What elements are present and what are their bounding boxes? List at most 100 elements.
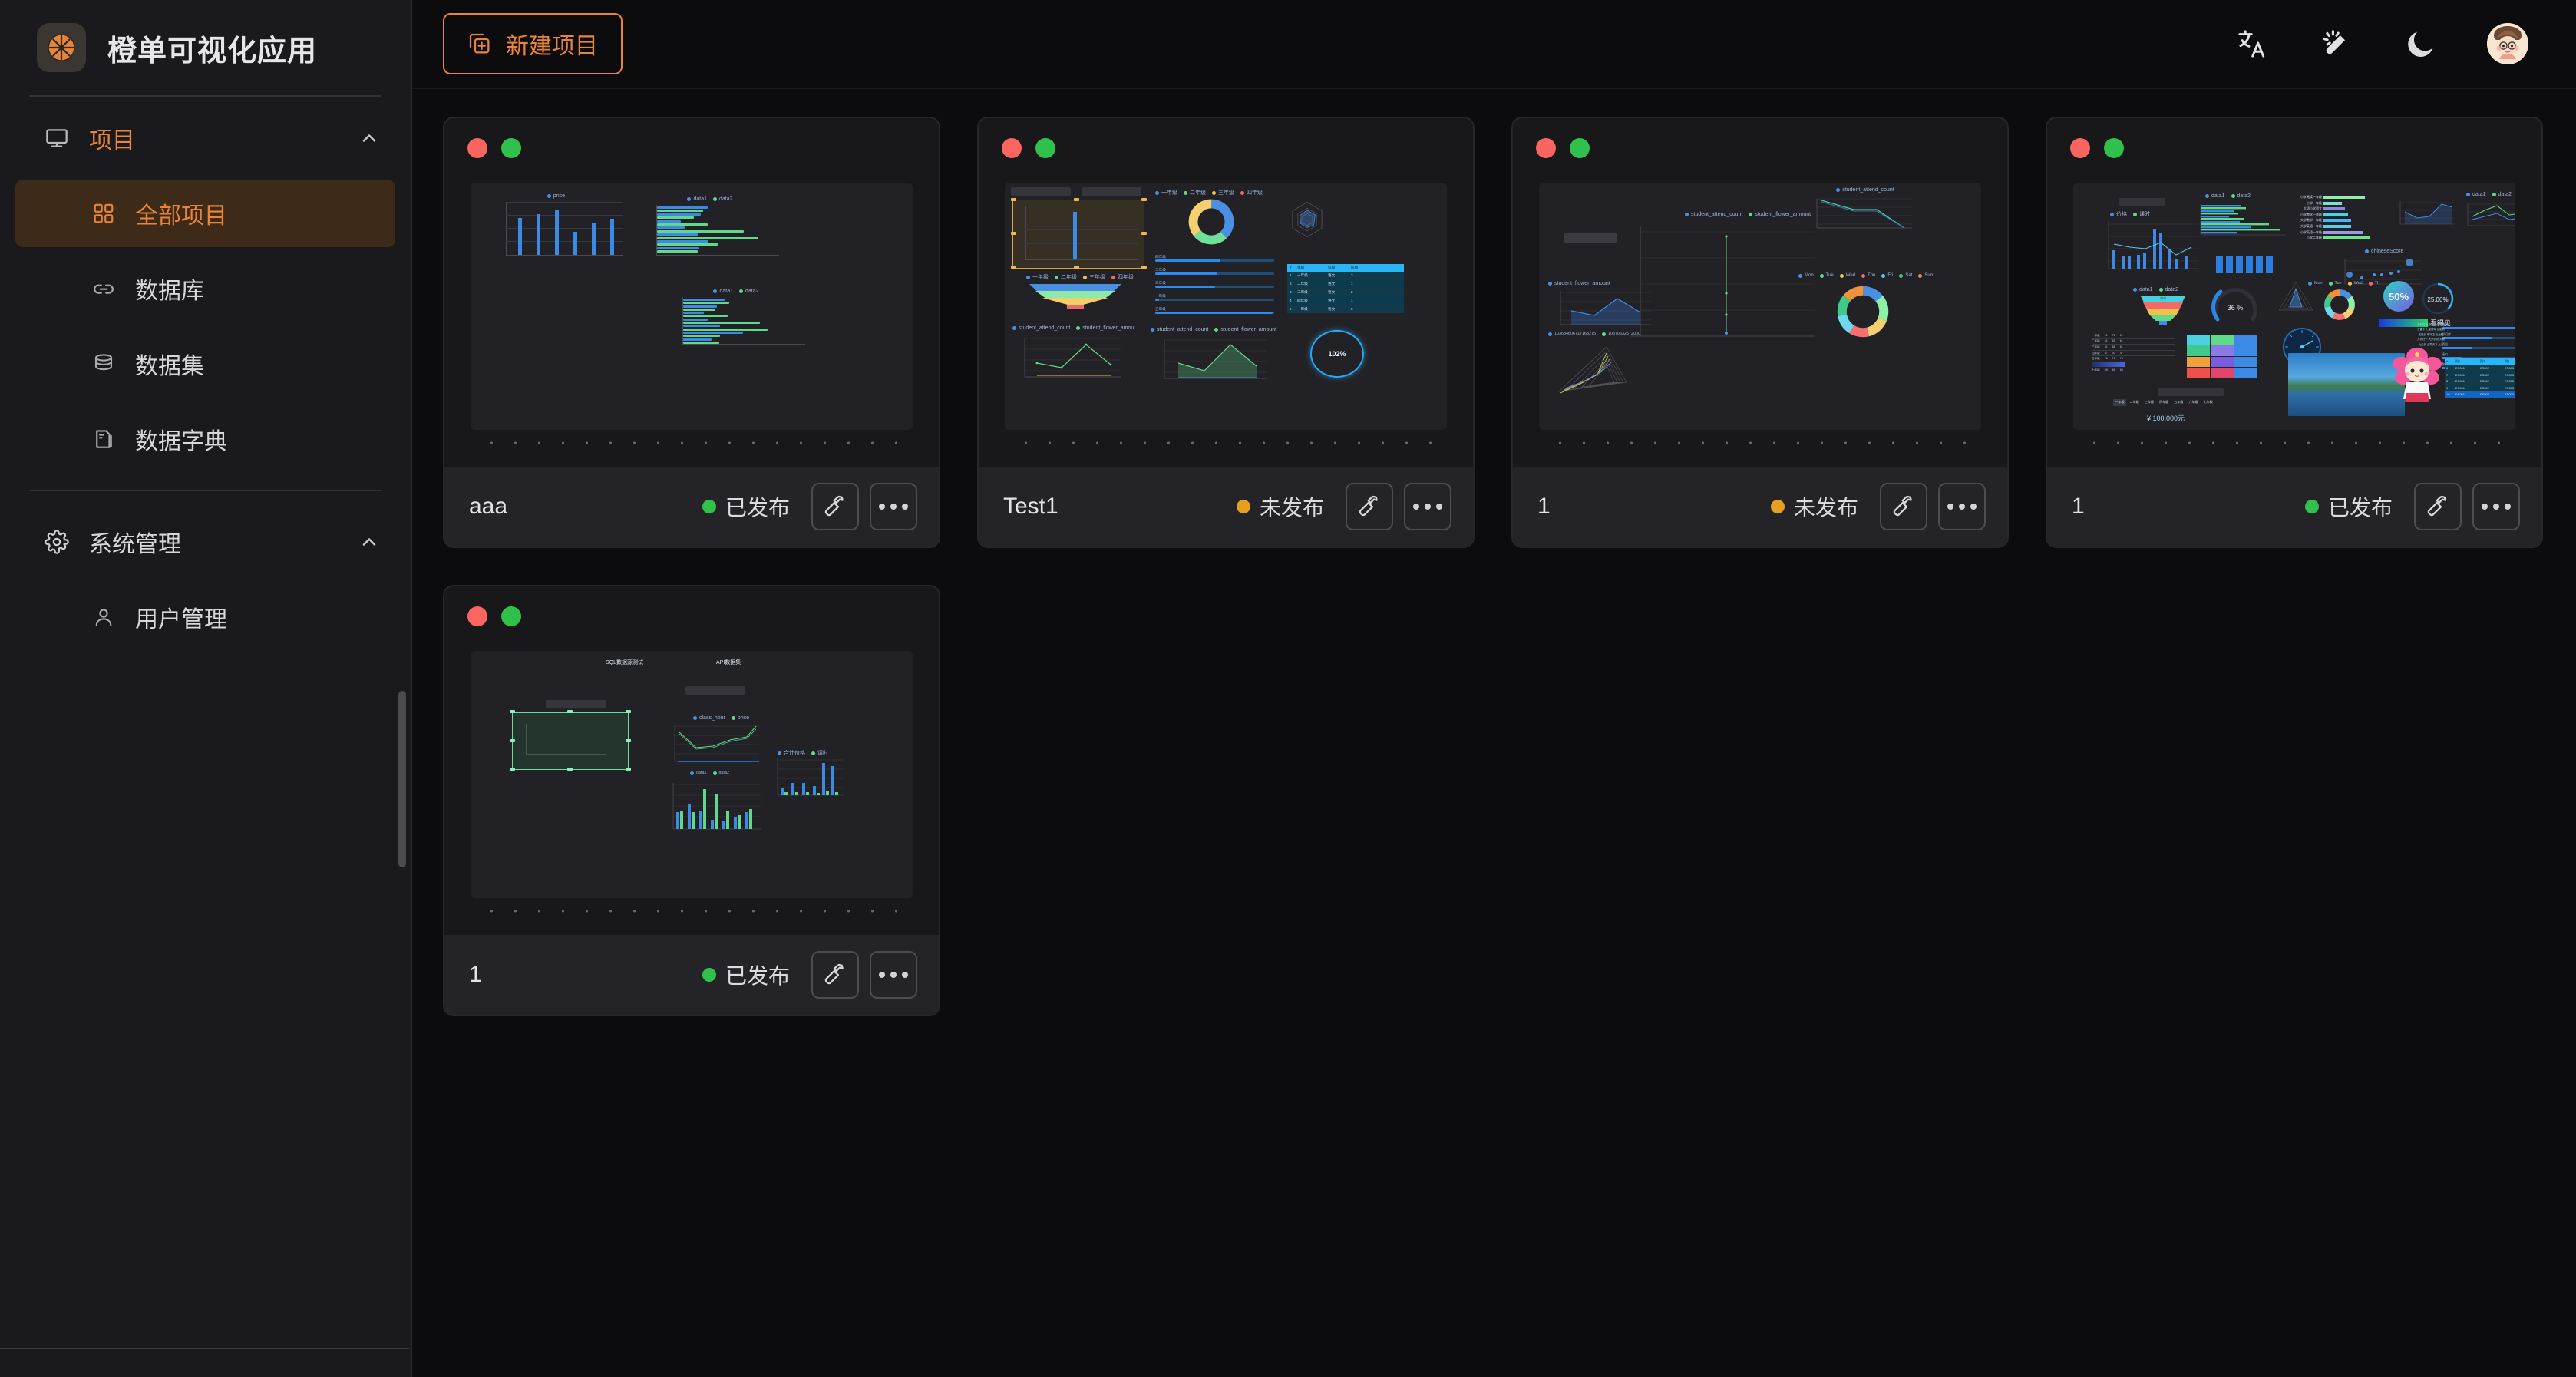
status-badge: 已发布 [702, 491, 790, 522]
svg-text:25.00%: 25.00% [2427, 296, 2448, 303]
sidebar-group-projects[interactable]: 项目 [0, 104, 411, 172]
status-label: 已发布 [725, 964, 790, 988]
database-icon [92, 352, 115, 375]
more-options-icon [1947, 504, 1977, 510]
maximize-dot-icon [501, 138, 521, 158]
svg-text:36 %: 36 % [2228, 304, 2244, 312]
project-card[interactable]: 一年级 二年级 三年级 四年级 一年级 二年级 三年级 四年级 [977, 117, 1475, 548]
new-project-label: 新建项目 [506, 34, 598, 59]
thumbnail-canvas: price [471, 183, 913, 430]
sidebar-group-label: 系统管理 [89, 532, 181, 557]
window-dots [2070, 138, 2518, 158]
sidebar-group-system[interactable]: 系统管理 [0, 508, 411, 576]
avatar[interactable] [2487, 23, 2528, 64]
more-options-icon [879, 972, 908, 978]
close-dot-icon [2070, 138, 2090, 158]
card-footer: 1 已发布 [2047, 467, 2541, 547]
more-options-button[interactable] [1938, 483, 1986, 530]
sidebar-item-database[interactable]: 数据库 [15, 255, 395, 322]
status-label: 未发布 [1793, 496, 1858, 520]
more-options-button[interactable] [870, 483, 917, 530]
window-dots [1536, 138, 1984, 158]
orange-slice-icon [37, 23, 86, 72]
maximize-dot-icon [1570, 138, 1590, 158]
card-preview[interactable]: SQL数据源测试 API数据集 [444, 586, 939, 935]
more-options-button[interactable] [870, 951, 917, 999]
card-preview[interactable]: price [444, 118, 939, 467]
project-name: 1 [1537, 494, 1551, 519]
brand: 橙单可视化应用 [0, 0, 411, 95]
project-card[interactable]: 价格 课时 [2046, 117, 2543, 548]
sidebar-item-all-projects[interactable]: 全部项目 [15, 180, 395, 247]
sidebar-item-label: 用户管理 [135, 607, 227, 632]
translate-icon[interactable] [2234, 25, 2271, 62]
thumbnail-dot-row [1539, 438, 1981, 448]
thumbnail-dot-row [1005, 438, 1447, 448]
chevron-up-icon[interactable] [358, 127, 380, 149]
card-preview[interactable]: 一年级 二年级 三年级 四年级 一年级 二年级 三年级 四年级 [979, 118, 1473, 467]
sidebar-item-dataset[interactable]: 数据集 [15, 330, 395, 398]
sidebar-item-label: 数据集 [135, 354, 204, 379]
sidebar-bottom-divider [0, 1348, 409, 1349]
status-dot-icon [1236, 500, 1250, 513]
more-options-button[interactable] [2472, 483, 2520, 530]
status-badge: 已发布 [702, 959, 790, 990]
more-options-icon [879, 504, 908, 510]
new-project-button[interactable]: 新建项目 [443, 13, 623, 74]
grid-icon [92, 202, 115, 225]
close-dot-icon [1002, 138, 1022, 158]
build-button[interactable] [1346, 483, 1393, 530]
moon-icon[interactable] [2403, 25, 2439, 62]
svg-text:50%: 50% [2389, 291, 2409, 302]
maximize-dot-icon [1035, 138, 1055, 158]
maximize-dot-icon [2104, 138, 2124, 158]
card-footer: 1 已发布 [444, 935, 939, 1015]
magic-wand-icon[interactable] [2318, 25, 2355, 62]
window-dots [467, 138, 916, 158]
gauge-ring: 102% [1310, 330, 1364, 378]
close-dot-icon [467, 138, 487, 158]
sidebar-item-user-management[interactable]: 用户管理 [15, 583, 395, 651]
status-badge: 未发布 [1770, 491, 1858, 522]
card-footer: aaa 已发布 [444, 467, 939, 547]
project-card[interactable]: price [443, 117, 940, 548]
sidebar-scrollbar[interactable] [398, 691, 406, 867]
brand-divider [29, 95, 381, 97]
status-label: 已发布 [725, 496, 790, 520]
more-options-button[interactable] [1404, 483, 1451, 530]
close-dot-icon [1536, 138, 1556, 158]
chevron-up-icon[interactable] [358, 531, 380, 553]
status-badge: 已发布 [2304, 491, 2393, 522]
thumb-title-left: SQL数据源测试 [606, 660, 644, 665]
build-button[interactable] [1880, 483, 1927, 530]
build-button[interactable] [811, 483, 859, 530]
sidebar-item-label: 全部项目 [135, 203, 227, 229]
card-preview[interactable]: 价格 课时 [2047, 118, 2541, 467]
thumbnail-dot-row [2073, 438, 2515, 448]
main-content: 新建项目 [412, 0, 2576, 1377]
thumbnail-dot-row [471, 438, 913, 448]
project-name: Test1 [1003, 494, 1058, 519]
status-label: 未发布 [1259, 496, 1324, 520]
monitor-icon [45, 126, 69, 150]
user-icon [92, 606, 115, 629]
status-dot-icon [1770, 500, 1785, 513]
sidebar-item-label: 数据库 [135, 279, 204, 304]
thumbnail-canvas: 一年级 二年级 三年级 四年级 一年级 二年级 三年级 四年级 [1005, 183, 1447, 430]
link-icon [92, 277, 115, 300]
sidebar-group-label: 项目 [89, 128, 135, 154]
build-button[interactable] [2414, 483, 2462, 530]
project-card[interactable]: student_attend_count [1511, 117, 2009, 548]
brand-title: 橙单可视化应用 [107, 35, 318, 68]
project-card[interactable]: SQL数据源测试 API数据集 [443, 585, 940, 1016]
card-footer: 1 未发布 [1513, 467, 2007, 547]
project-grid: price [412, 89, 2576, 1377]
project-name: 1 [2072, 494, 2085, 519]
book-icon [92, 428, 115, 451]
topbar: 新建项目 [412, 0, 2576, 89]
card-preview[interactable]: student_attend_count [1513, 118, 2007, 467]
maximize-dot-icon [501, 606, 521, 626]
sidebar-item-data-dictionary[interactable]: 数据字典 [15, 405, 395, 473]
build-button[interactable] [811, 951, 859, 999]
